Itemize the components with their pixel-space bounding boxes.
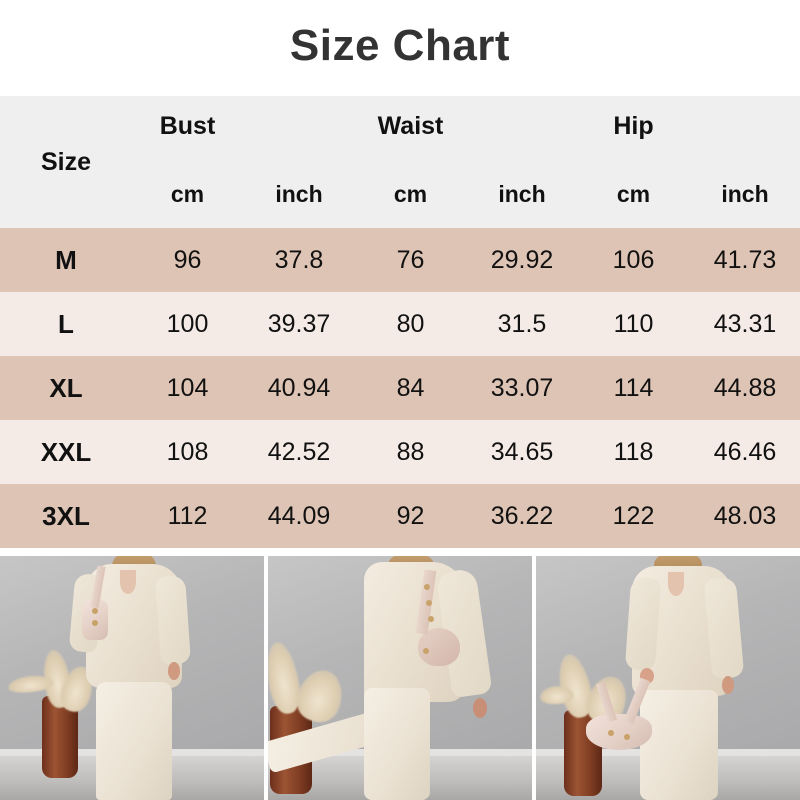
model-neckline [668,572,684,596]
cell-waist-cm: 84 [355,356,466,420]
page-title: Size Chart [289,21,511,70]
cell-hip-cm: 114 [578,356,689,420]
cell-bust-cm: 100 [132,292,243,356]
header-waist-inch: inch [466,96,578,228]
table-head: Size Bust cm inch Waist cm inch Hip [0,96,800,228]
model-sleeve-right [154,575,192,665]
header-unit-waist-cm: cm [393,181,428,207]
garment-pants [364,688,430,800]
bag-button [428,616,434,622]
table-row: XXL 108 42.52 88 34.65 118 46.46 [0,420,800,484]
garment-pants [640,690,718,800]
table-row: XL 104 40.94 84 33.07 114 44.88 [0,356,800,420]
cell-waist-cm: 92 [355,484,466,548]
cell-waist-inch: 29.92 [466,228,578,292]
header-bust-cm: Bust cm [132,96,243,228]
cell-hip-cm: 110 [578,292,689,356]
crossbody-handbag [586,714,652,750]
cell-waist-inch: 31.5 [466,292,578,356]
bag-button [426,600,432,606]
cell-bust-cm: 108 [132,420,243,484]
bag-button [92,608,98,614]
bag-button [424,584,430,590]
header-unit-waist-inch: inch [498,181,546,207]
cell-size: XXL [0,420,132,484]
product-photo-strip [0,556,800,800]
table-row: 3XL 112 44.09 92 36.22 122 48.03 [0,484,800,548]
model-hand [473,698,487,718]
cell-bust-inch: 39.37 [243,292,355,356]
cell-waist-cm: 80 [355,292,466,356]
product-photo-3 [536,556,800,800]
furry-shoulder-bag [418,628,460,666]
cell-waist-cm: 88 [355,420,466,484]
garment-pants [96,682,172,800]
header-group-hip: Hip [613,112,654,140]
bag-button [92,620,98,626]
header-size-label: Size [40,148,92,176]
cell-waist-inch: 36.22 [466,484,578,548]
table-body: M 96 37.8 76 29.92 106 41.73 L 100 39.37… [0,228,800,548]
header-hip-cm: Hip cm [578,96,689,228]
cell-waist-inch: 33.07 [466,356,578,420]
header-size: Size [0,96,132,228]
cell-size: XL [0,356,132,420]
model-hand [722,676,734,694]
size-chart-table: Size Bust cm inch Waist cm inch Hip [0,96,800,548]
cell-bust-inch: 42.52 [243,420,355,484]
header-row: Size Bust cm inch Waist cm inch Hip [0,96,800,228]
header-group-waist: Waist [377,112,444,140]
bag-button [423,648,429,654]
header-waist-cm: Waist cm [355,96,466,228]
cell-bust-cm: 112 [132,484,243,548]
cell-hip-inch: 48.03 [689,484,800,548]
cell-size: L [0,292,132,356]
cell-hip-cm: 118 [578,420,689,484]
cell-hip-inch: 46.46 [689,420,800,484]
cell-hip-cm: 122 [578,484,689,548]
table-row: M 96 37.8 76 29.92 106 41.73 [0,228,800,292]
header-unit-hip-inch: inch [721,181,769,207]
header-group-bust: Bust [159,112,216,140]
model-sleeve-left [624,577,662,671]
cell-hip-inch: 44.88 [689,356,800,420]
model-neckline [120,570,136,594]
cell-bust-inch: 37.8 [243,228,355,292]
cell-bust-inch: 44.09 [243,484,355,548]
model-hand [168,662,180,680]
cell-bust-cm: 96 [132,228,243,292]
header-unit-bust-cm: cm [170,181,205,207]
cell-waist-cm: 76 [355,228,466,292]
cell-size: 3XL [0,484,132,548]
cell-size: M [0,228,132,292]
cell-hip-inch: 41.73 [689,228,800,292]
header-unit-bust-inch: inch [275,181,323,207]
cell-bust-cm: 104 [132,356,243,420]
table-row: L 100 39.37 80 31.5 110 43.31 [0,292,800,356]
product-photo-1 [0,556,264,800]
header-bust-inch: inch [243,96,355,228]
cell-hip-inch: 43.31 [689,292,800,356]
header-unit-hip-cm: cm [616,181,651,207]
bag-button [608,730,614,736]
cell-bust-inch: 40.94 [243,356,355,420]
cell-waist-inch: 34.65 [466,420,578,484]
product-photo-2 [268,556,532,800]
cell-hip-cm: 106 [578,228,689,292]
header-hip-inch: inch [689,96,800,228]
bag-button [624,734,630,740]
